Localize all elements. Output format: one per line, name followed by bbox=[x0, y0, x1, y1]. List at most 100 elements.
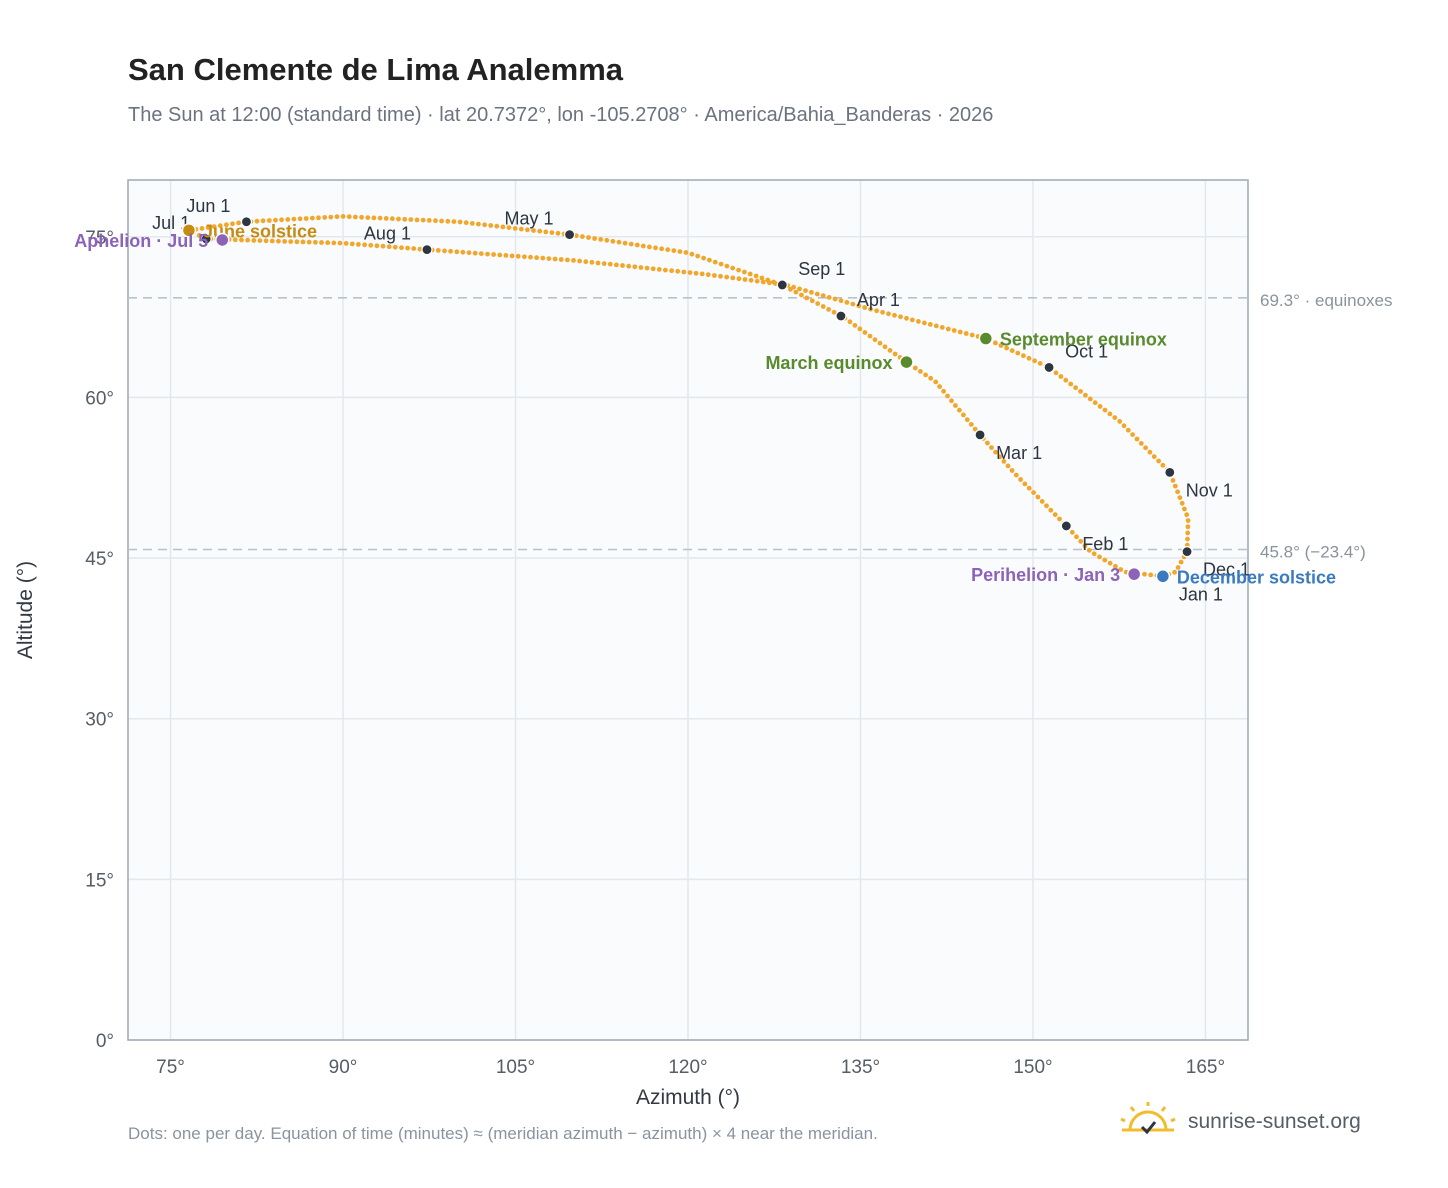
daily-sun-dot bbox=[282, 239, 287, 244]
daily-sun-dot bbox=[445, 218, 451, 224]
daily-sun-dot bbox=[736, 276, 742, 282]
daily-sun-dot bbox=[760, 279, 766, 285]
daily-sun-dot bbox=[433, 218, 438, 224]
daily-sun-dot bbox=[377, 215, 383, 221]
daily-sun-dot bbox=[1097, 404, 1103, 409]
daily-sun-dot bbox=[656, 267, 662, 272]
daily-sun-dot bbox=[949, 398, 954, 404]
brand[interactable]: sunrise-sunset.org bbox=[1120, 1102, 1361, 1142]
daily-sun-dot bbox=[831, 309, 837, 315]
daily-sun-dot bbox=[916, 319, 921, 324]
month-marker bbox=[240, 216, 253, 228]
daily-sun-dot bbox=[1091, 551, 1097, 557]
daily-sun-dot bbox=[665, 247, 671, 253]
daily-sun-dot bbox=[230, 221, 235, 227]
daily-sun-dot bbox=[251, 238, 257, 243]
daily-sun-dot bbox=[799, 292, 804, 298]
event-label: December solstice bbox=[1177, 567, 1336, 587]
daily-sun-dot bbox=[525, 227, 530, 233]
daily-sun-dot bbox=[399, 245, 404, 251]
x-tick-label: 150° bbox=[1013, 1057, 1052, 1078]
daily-sun-dot bbox=[820, 293, 826, 299]
daily-sun-dot bbox=[671, 248, 677, 254]
daily-sun-dot bbox=[937, 384, 942, 389]
daily-sun-dot bbox=[217, 223, 223, 229]
daily-sun-dot bbox=[892, 351, 898, 357]
daily-sun-dot bbox=[663, 267, 668, 273]
daily-sun-dot bbox=[598, 237, 604, 242]
daily-sun-dot bbox=[337, 240, 343, 246]
daily-sun-dot bbox=[313, 239, 318, 245]
y-tick-label: 15° bbox=[85, 870, 114, 891]
daily-sun-dot bbox=[1107, 560, 1113, 566]
x-axis-title: Azimuth (°) bbox=[636, 1086, 740, 1109]
daily-sun-dot bbox=[497, 252, 503, 258]
daily-sun-dot bbox=[232, 237, 238, 243]
daily-sun-dot bbox=[463, 220, 469, 226]
daily-sun-dot bbox=[1082, 543, 1088, 549]
daily-sun-dot bbox=[669, 268, 674, 274]
daily-sun-dot bbox=[476, 221, 481, 227]
daily-sun-dot bbox=[482, 222, 487, 228]
daily-sun-dot bbox=[759, 275, 765, 281]
daily-sun-dot bbox=[555, 230, 561, 236]
daily-sun-dot bbox=[1143, 445, 1148, 451]
daily-sun-dot bbox=[509, 253, 515, 259]
daily-sun-dot bbox=[993, 449, 998, 455]
daily-sun-dot bbox=[1074, 534, 1079, 540]
daily-sun-dot bbox=[610, 238, 616, 244]
daily-sun-dot bbox=[356, 242, 361, 247]
daily-sun-dot bbox=[882, 344, 888, 350]
daily-sun-dot bbox=[748, 277, 754, 283]
daily-sun-dot bbox=[1009, 348, 1015, 353]
daily-sun-dot bbox=[707, 257, 712, 263]
daily-sun-dot bbox=[316, 215, 321, 221]
daily-sun-dot bbox=[872, 337, 878, 343]
daily-sun-dot bbox=[601, 261, 607, 266]
daily-sun-dot bbox=[1022, 481, 1028, 487]
daily-sun-dot bbox=[604, 237, 610, 243]
daily-sun-dot bbox=[457, 219, 463, 225]
daily-sun-dot bbox=[571, 258, 576, 263]
daily-sun-dot bbox=[325, 240, 331, 246]
daily-sun-dot bbox=[543, 229, 549, 235]
daily-sun-dot bbox=[1151, 454, 1157, 459]
daily-sun-dot bbox=[540, 255, 546, 261]
daily-sun-dot bbox=[1092, 400, 1098, 406]
daily-sun-dot bbox=[1078, 538, 1084, 544]
daily-sun-dot bbox=[494, 223, 500, 229]
daily-sun-dot bbox=[592, 236, 597, 241]
daily-sun-dot bbox=[803, 288, 808, 293]
daily-sun-dot bbox=[939, 325, 945, 330]
daily-sun-dot bbox=[414, 217, 420, 223]
daily-sun-dot bbox=[689, 251, 695, 257]
y-tick-label: 0° bbox=[96, 1031, 114, 1052]
daily-sun-dot bbox=[638, 265, 644, 270]
daily-sun-dot bbox=[1142, 571, 1147, 577]
daily-sun-dot bbox=[390, 216, 395, 222]
daily-sun-dot bbox=[402, 216, 408, 222]
y-tick-label: 60° bbox=[85, 388, 114, 409]
daily-sun-dot bbox=[294, 239, 300, 245]
daily-sun-dot bbox=[1005, 463, 1011, 469]
event-label: Aphelion · Jul 5 bbox=[74, 231, 208, 251]
daily-sun-dot bbox=[753, 273, 759, 279]
daily-sun-dot bbox=[622, 240, 628, 246]
daily-sun-dot bbox=[466, 250, 472, 256]
daily-sun-dot bbox=[880, 309, 885, 315]
daily-sun-dot bbox=[1032, 358, 1037, 364]
month-label: Dec 1 bbox=[1203, 560, 1250, 580]
daily-sun-dot bbox=[565, 257, 570, 263]
daily-sun-dot bbox=[857, 326, 863, 332]
daily-sun-dot bbox=[1057, 516, 1062, 522]
daily-sun-dot bbox=[269, 238, 275, 244]
daily-sun-dot bbox=[469, 221, 475, 226]
daily-sun-dot bbox=[632, 264, 638, 270]
daily-sun-dot bbox=[417, 246, 423, 252]
month-marker bbox=[1181, 546, 1193, 558]
daily-sun-dot bbox=[199, 226, 205, 231]
event-marker bbox=[215, 232, 230, 248]
daily-sun-dot bbox=[1026, 485, 1032, 491]
month-marker bbox=[200, 233, 212, 245]
daily-sun-dot bbox=[310, 215, 315, 221]
